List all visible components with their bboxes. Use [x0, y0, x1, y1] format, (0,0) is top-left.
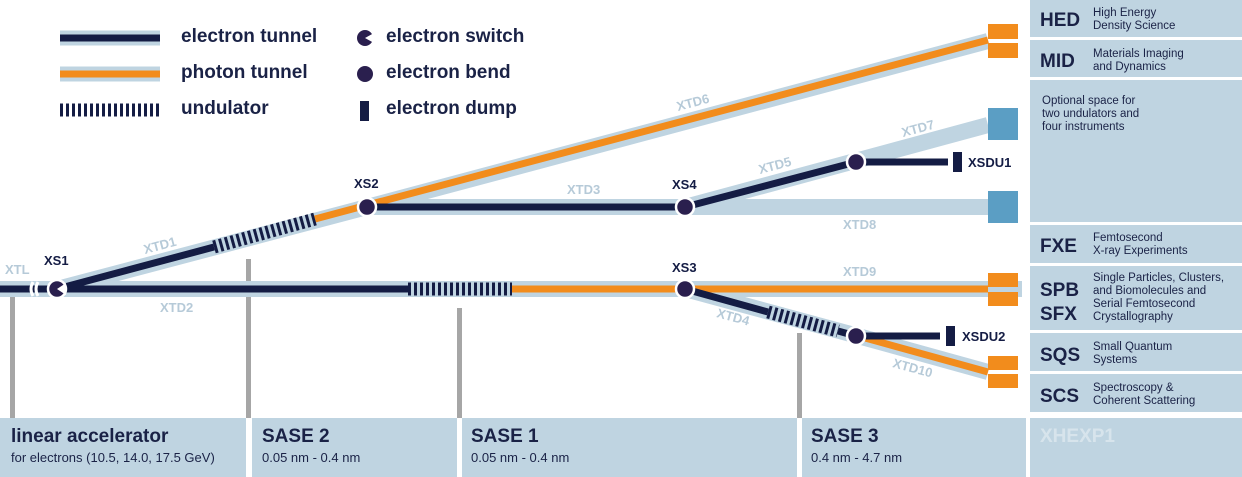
instrument-panel-fxe	[1030, 225, 1242, 263]
instrument-panel-mid	[1030, 40, 1242, 77]
instrument-box-hed	[988, 24, 1018, 39]
instrument-desc: Materials Imaging and Dynamics	[1093, 48, 1184, 73]
instrument-desc: Spectroscopy & Coherent Scattering	[1093, 382, 1196, 407]
legend-symbols	[60, 30, 374, 121]
section-title: SASE 3	[811, 426, 879, 447]
undulator-sase3	[766, 305, 840, 338]
instrument-desc: Small Quantum Systems	[1093, 341, 1173, 366]
dump-label: XSDU2	[962, 329, 1005, 344]
instrument-panel-spb	[1030, 266, 1242, 330]
electron-xtd5	[684, 158, 857, 211]
node-labels: XS1 XS2 XS4 XS3 XSDU1 XSDU2	[44, 155, 1011, 344]
instrument-box-mid	[988, 43, 1018, 58]
experiment-hall-label: XHEXP1	[1040, 426, 1115, 447]
legend-switch-notch	[365, 33, 374, 43]
instrument-end-boxes	[988, 24, 1018, 388]
instrument-box-fxe	[988, 273, 1018, 287]
section-title: SASE 2	[262, 426, 330, 447]
switch-label: XS1	[44, 253, 69, 268]
tunnel-label: XTD9	[843, 264, 876, 279]
switch-label: XS2	[354, 176, 379, 191]
instrument-desc: Femtosecond X-ray Experiments	[1093, 232, 1188, 257]
dump-label: XSDU1	[968, 155, 1011, 170]
legend-photon-tunnel: photon tunnel	[181, 62, 308, 83]
instrument-panel-scs	[1030, 374, 1242, 412]
section-sase3	[802, 418, 1026, 477]
break-mark	[34, 281, 40, 297]
instrument-code: SPB SFX	[1040, 280, 1080, 325]
electron-bend	[845, 151, 867, 173]
xs1-switch-notch	[57, 283, 66, 295]
legend-dump-icon	[360, 101, 369, 121]
instrument-code: HED	[1040, 10, 1081, 31]
undulators	[212, 212, 840, 338]
instrument-desc: Single Particles, Clusters, and Biomolecu…	[1093, 272, 1225, 323]
post	[797, 333, 802, 418]
tunnel-label: XTL	[5, 262, 30, 277]
post	[246, 259, 251, 418]
electron-switch-xs4	[674, 196, 696, 218]
instrument-panel-sqs	[1030, 333, 1242, 371]
electron-lines	[0, 158, 948, 340]
instrument-code: SQS	[1040, 345, 1081, 366]
section-xhexp1	[1030, 418, 1242, 477]
section-subtitle: for electrons (10.5, 14.0, 17.5 GeV)	[11, 450, 215, 465]
tunnel-label: XTD8	[843, 217, 876, 232]
electron-dump-xsdu2	[946, 326, 955, 346]
section-subtitle: 0.4 nm - 4.7 nm	[811, 450, 903, 465]
legend-electron-dump: electron dump	[386, 98, 517, 119]
post	[457, 308, 462, 418]
instrument-code: FXE	[1040, 236, 1077, 257]
tunnel-label: XTD2	[160, 300, 193, 315]
instrument-desc: High Energy Density Science	[1093, 7, 1176, 32]
legend-bend-icon	[357, 66, 373, 82]
switch-label: XS3	[672, 260, 697, 275]
post	[10, 296, 15, 418]
legend-electron-tunnel: electron tunnel	[181, 26, 318, 47]
legend-undulator: undulator	[181, 98, 269, 119]
instrument-panel-optional	[1030, 80, 1242, 222]
photon-xtd10	[857, 332, 989, 376]
instrument-code: MID	[1040, 51, 1075, 72]
section-sase1	[462, 418, 797, 477]
photon-lines	[314, 36, 989, 376]
electron-switch-xs3	[674, 278, 696, 300]
break-mark	[29, 281, 35, 297]
section-linac	[0, 418, 246, 477]
section-title: SASE 1	[471, 426, 539, 447]
electron-xtd4	[684, 285, 769, 316]
instrument-panel-hed	[1030, 0, 1242, 37]
switch-label: XS4	[672, 177, 697, 192]
tunnel-label: XTD3	[567, 182, 600, 197]
legend-electron-switch: electron switch	[386, 26, 525, 47]
photon-xtd6	[314, 36, 989, 223]
instrument-box-sqs	[988, 356, 1018, 370]
section-subtitle: 0.05 nm - 0.4 nm	[262, 450, 361, 465]
section-subtitle: 0.05 nm - 0.4 nm	[471, 450, 570, 465]
xtl-break	[29, 281, 40, 297]
electron-switch-xs2	[356, 196, 378, 218]
section-title: linear accelerator	[11, 426, 169, 447]
instrument-box-optional	[988, 191, 1018, 223]
section-sase2	[252, 418, 457, 477]
instrument-code: SCS	[1040, 386, 1080, 407]
legend-electron-bend: electron bend	[386, 62, 511, 83]
instrument-box-spb	[988, 292, 1018, 306]
tunnel-labels: XTL XTD1 XTD2 XTD6 XTD3 XTD5 XTD7 XTD8 X…	[5, 91, 936, 381]
instrument-desc: Optional space for two undulators and four…	[1042, 95, 1140, 133]
instrument-box-optional	[988, 108, 1018, 140]
electron-xtd1	[56, 243, 215, 293]
electron-dump-xsdu1	[953, 152, 962, 172]
support-posts	[10, 259, 802, 418]
instrument-box-scs	[988, 374, 1018, 388]
electron-bend	[845, 325, 867, 347]
